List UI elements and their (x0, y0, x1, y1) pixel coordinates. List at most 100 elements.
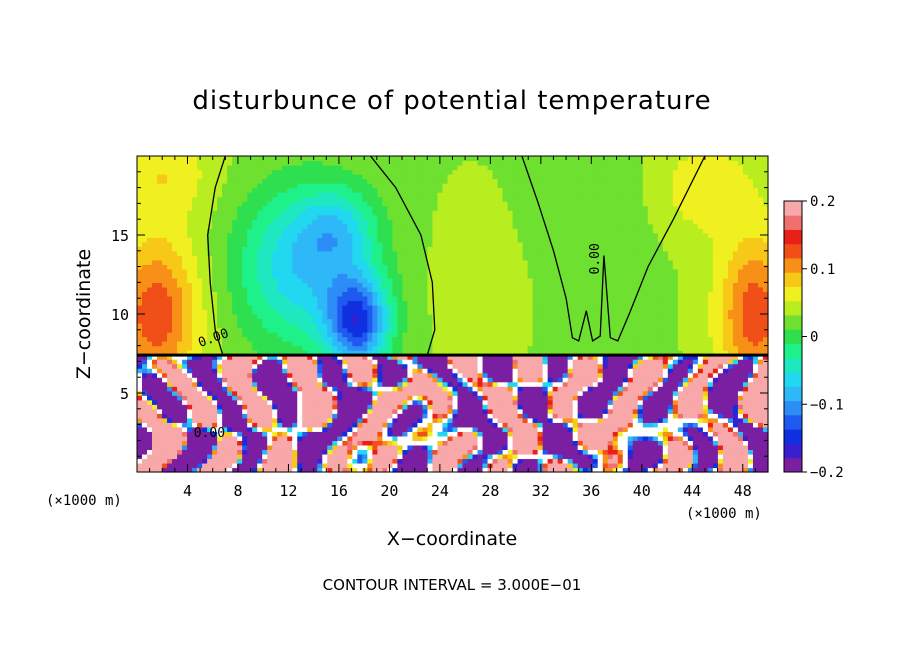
field-cell (282, 458, 288, 464)
field-cell (407, 250, 414, 256)
field-cell (297, 404, 303, 410)
field-cell (387, 431, 394, 437)
field-cell (337, 291, 343, 297)
field-cell (372, 435, 378, 441)
field-cell (467, 192, 474, 198)
field-cell (377, 273, 383, 279)
field-cell (442, 196, 449, 202)
field-cell (242, 345, 248, 351)
field-cell (452, 259, 459, 265)
field-cell (422, 350, 429, 356)
field-cell (297, 363, 303, 369)
field-cell (212, 408, 218, 414)
field-cell (387, 462, 394, 469)
field-cell (197, 458, 203, 464)
field-cell (442, 169, 449, 175)
field-cell (472, 413, 479, 419)
field-cell (257, 160, 263, 166)
field-cell (372, 386, 378, 392)
field-cell (452, 431, 459, 437)
field-cell (142, 440, 148, 446)
field-cell (167, 196, 173, 202)
field-cell (377, 417, 383, 423)
field-cell (257, 363, 263, 369)
field-cell (187, 160, 193, 166)
field-cell (317, 174, 323, 180)
field-cell (287, 255, 293, 261)
field-cell (452, 228, 459, 234)
field-cell (257, 214, 263, 220)
field-cell (252, 219, 258, 225)
field-cell (157, 201, 163, 207)
field-cell (467, 268, 474, 274)
field-cell (257, 435, 263, 441)
field-cell (187, 277, 193, 283)
field-cell (157, 165, 163, 171)
field-cell (487, 395, 494, 401)
field-cell (372, 228, 378, 234)
field-cell (402, 336, 409, 342)
field-cell (467, 350, 474, 356)
field-cell (427, 449, 434, 455)
field-cell (392, 449, 399, 455)
field-cell (457, 440, 464, 446)
field-cell (487, 178, 494, 184)
field-cell (302, 210, 308, 216)
field-cell (227, 282, 233, 288)
field-cell (422, 399, 429, 405)
field-cell (392, 323, 399, 329)
field-cell (317, 187, 323, 193)
field-cell (477, 336, 484, 342)
field-cell (322, 174, 328, 180)
field-cell (177, 350, 183, 356)
field-cell (247, 250, 253, 256)
field-cell (347, 291, 353, 297)
field-cell (177, 237, 183, 243)
field-cell (147, 214, 153, 220)
field-cell (457, 268, 464, 274)
field-cell (407, 417, 414, 423)
field-cell (402, 408, 409, 414)
field-cell (137, 336, 143, 342)
field-cell (462, 268, 469, 274)
field-cell (172, 359, 178, 365)
field-cell (477, 417, 484, 423)
field-cell (367, 314, 373, 320)
field-cell (482, 381, 489, 387)
field-cell (207, 210, 213, 216)
field-cell (302, 237, 308, 243)
field-cell (322, 426, 328, 432)
field-cell (382, 246, 388, 252)
field-cell (487, 341, 494, 347)
field-cell (167, 237, 173, 243)
field-cell (327, 268, 333, 274)
field-cell (397, 372, 404, 378)
field-cell (182, 408, 188, 414)
field-cell (267, 399, 273, 405)
field-cell (237, 435, 243, 441)
field-cell (342, 295, 348, 302)
field-cell (262, 192, 268, 198)
field-cell (272, 237, 278, 243)
field-cell (412, 169, 419, 175)
field-cell (417, 174, 424, 180)
field-cell (387, 228, 394, 234)
field-cell (437, 232, 444, 238)
field-cell (307, 241, 313, 247)
field-cell (137, 228, 143, 234)
field-cell (142, 462, 148, 469)
field-cell (227, 390, 233, 396)
field-cell (187, 250, 193, 256)
field-cell (152, 259, 158, 265)
field-cell (297, 377, 303, 383)
field-cell (407, 345, 414, 351)
field-cell (487, 422, 494, 428)
field-cell (437, 268, 444, 274)
field-cell (267, 341, 273, 347)
field-cell (272, 345, 278, 351)
field-cell (387, 440, 394, 446)
field-cell (257, 323, 263, 329)
field-cell (292, 259, 298, 265)
field-cell (277, 246, 283, 252)
field-cell (457, 363, 464, 369)
